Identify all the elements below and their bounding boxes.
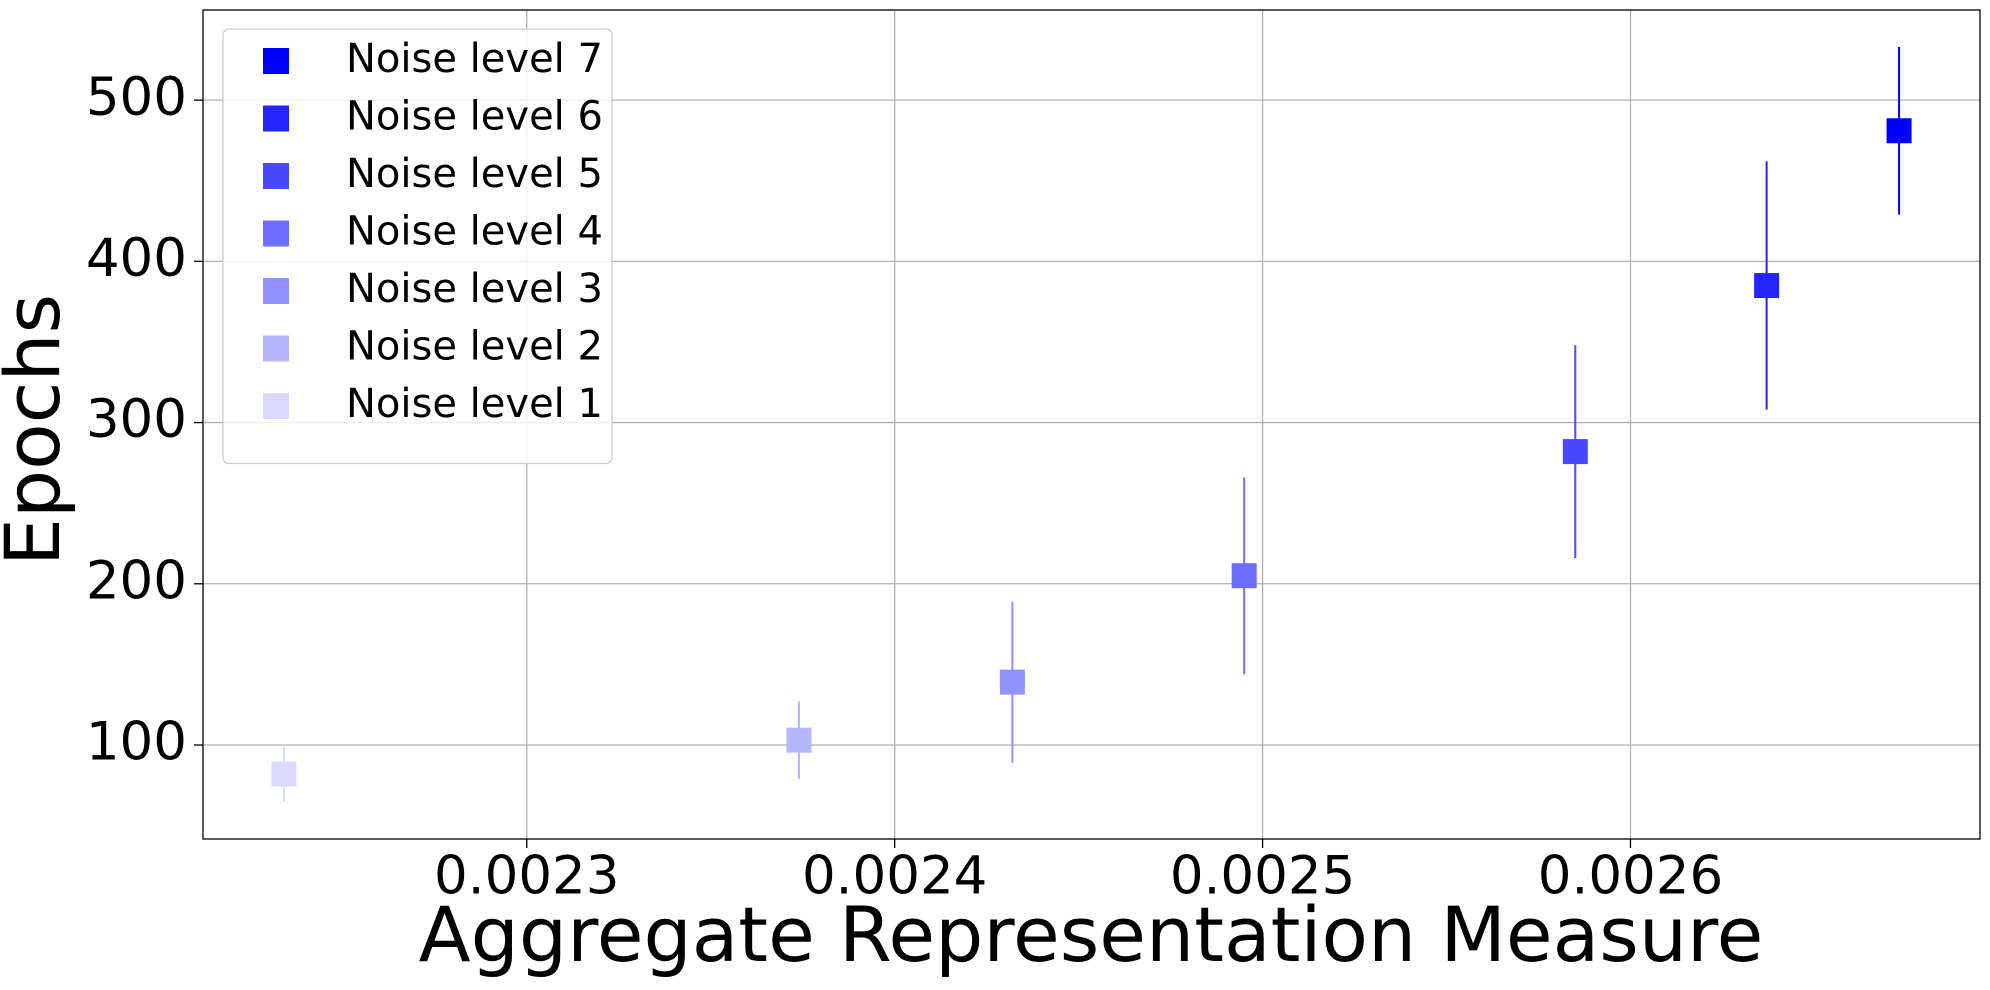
marker [1562, 439, 1588, 465]
x-axis-label: Aggregate Representation Measure [419, 890, 1764, 979]
x-tick-label: 0.0024 [802, 846, 987, 907]
marker [999, 669, 1025, 695]
legend-label: Noise level 3 [346, 266, 603, 312]
marker [1754, 273, 1780, 299]
legend-label: Noise level 1 [346, 381, 603, 427]
plot-frame [202, 9, 1981, 840]
legend-marker [263, 335, 289, 362]
legend-label: Noise level 2 [346, 324, 603, 370]
legend-label: Noise level 7 [346, 36, 603, 82]
legend-marker [263, 163, 289, 189]
legend-label: Noise level 5 [346, 151, 603, 197]
legend-marker [263, 48, 289, 74]
y-tick-label: 100 [86, 712, 187, 773]
marker [1886, 118, 1912, 144]
x-tick-label: 0.0025 [1170, 846, 1355, 907]
marker [1231, 563, 1257, 589]
legend-label: Noise level 6 [346, 94, 603, 140]
legend-marker [263, 393, 289, 419]
y-axis-label: Epochs [0, 294, 77, 566]
y-tick-label: 300 [86, 389, 187, 450]
y-tick-label: 400 [86, 228, 187, 289]
marker [786, 727, 812, 753]
legend-marker [263, 105, 289, 132]
x-tick-label: 0.0026 [1538, 846, 1723, 907]
legend-marker [263, 220, 289, 247]
marker [271, 761, 297, 787]
x-tick-label: 0.0023 [434, 846, 619, 907]
legend-label: Noise level 4 [346, 209, 603, 255]
y-tick-label: 500 [86, 67, 187, 128]
legend-box [222, 28, 613, 465]
y-tick-label: 200 [86, 550, 187, 611]
legend-marker [263, 278, 289, 304]
